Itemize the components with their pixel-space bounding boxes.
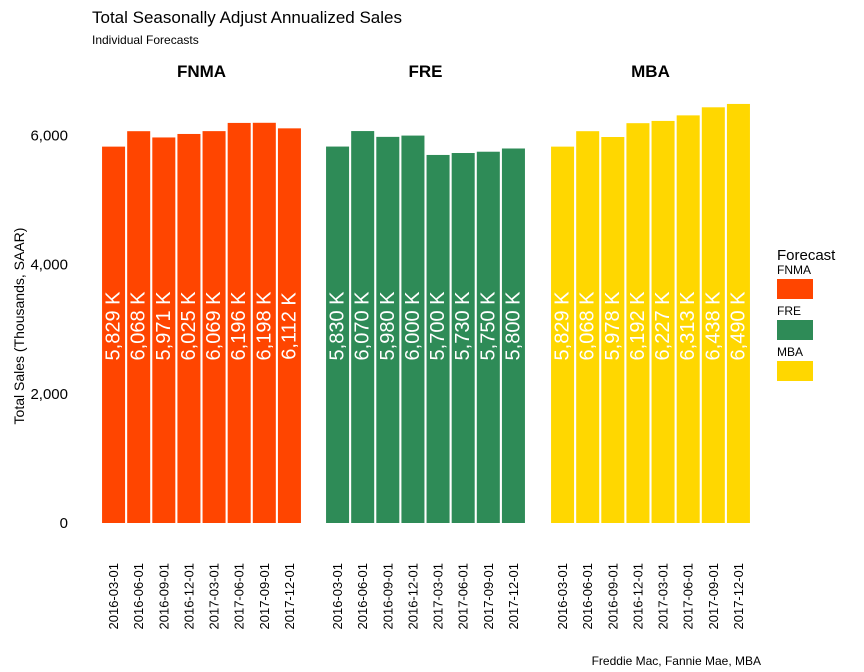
facet-title: FRE [409,62,443,81]
bar [601,137,625,523]
bar [152,137,176,524]
data-label: 5,730 K [452,291,474,361]
data-label: 5,978 K [602,291,624,361]
x-tick-label: 2017-06-01 [456,563,471,630]
legend-label: FNMA [777,263,811,277]
x-tick-label: 2016-03-01 [106,563,121,630]
x-tick-label: 2016-03-01 [330,563,345,630]
x-tick-label: 2016-06-01 [580,563,595,630]
legend-swatch [777,279,813,299]
x-tick-label: 2017-09-01 [706,563,721,630]
x-tick-label: 2016-12-01 [630,563,645,630]
data-label: 5,980 K [377,291,399,361]
bar [102,146,126,524]
x-tick-label: 2016-06-01 [355,563,370,630]
data-label: 6,227 K [652,291,674,361]
x-tick-label: 2017-12-01 [506,563,521,630]
bar [351,131,375,523]
bar [451,153,475,523]
data-label: 5,800 K [502,291,524,361]
x-tick-label: 2017-12-01 [731,563,746,630]
facet-title: FNMA [177,62,226,81]
bar [127,131,151,523]
x-tick-label: 2017-03-01 [656,563,671,630]
data-label: 6,198 K [253,291,275,361]
data-label: 5,830 K [327,291,349,361]
bar [551,146,575,524]
data-label: 6,069 K [203,291,225,361]
facet-panel-fre: FRE 5,830 K 2016-03-01 6,070 K 2016-06-01 5,9… [326,62,525,630]
x-tick-label: 2017-03-01 [207,563,222,630]
bar [626,123,650,523]
data-label: 6,196 K [228,291,250,361]
bar [401,135,425,523]
bar [177,133,201,523]
x-tick-label: 2017-06-01 [681,563,696,630]
x-tick-label: 2016-06-01 [131,563,146,630]
data-label: 6,000 K [402,291,424,361]
bar [576,131,600,523]
x-tick-label: 2016-03-01 [555,563,570,630]
data-label: 5,829 K [552,291,574,361]
y-tick-label: 6,000 [30,128,68,145]
x-tick-label: 2016-09-01 [156,563,171,630]
data-label: 6,490 K [727,291,749,361]
bar [376,136,400,523]
legend-label: MBA [777,345,803,359]
x-tick-label: 2016-12-01 [181,563,196,630]
bar [651,120,675,523]
x-tick-label: 2017-09-01 [257,563,272,630]
data-label: 5,750 K [477,291,499,361]
chart-subtitle: Individual Forecasts [92,33,199,47]
y-tick-label: 2,000 [30,386,68,403]
x-tick-label: 2016-12-01 [405,563,420,630]
bar [326,146,350,524]
facet-panel-fnma: FNMA 5,829 K 2016-03-01 6,068 K 2016-06-01 5,… [102,62,301,630]
legend: Forecast FNMA FRE MBA [777,247,836,381]
data-label: 6,313 K [677,291,699,361]
bar [202,131,226,523]
facet-panels: FNMA 5,829 K 2016-03-01 6,068 K 2016-06-01 5,… [102,62,750,630]
y-tick-label: 4,000 [30,257,68,274]
bar [227,122,251,523]
legend-label: FRE [777,304,801,318]
data-label: 6,068 K [128,291,150,361]
bar [501,148,525,523]
facet-title: MBA [631,62,670,81]
legend-swatch [777,320,813,340]
bar [476,151,500,523]
data-label: 5,971 K [153,291,175,361]
x-tick-label: 2017-12-01 [282,563,297,630]
x-tick-label: 2017-06-01 [232,563,247,630]
x-tick-label: 2016-09-01 [605,563,620,630]
data-label: 6,438 K [702,291,724,361]
chart-caption: Freddie Mac, Fannie Mae, MBA [592,654,761,668]
data-label: 6,068 K [577,291,599,361]
y-tick-label: 0 [60,515,68,532]
x-tick-label: 2017-09-01 [481,563,496,630]
data-label: 6,070 K [352,291,374,361]
data-label: 6,192 K [627,291,649,361]
legend-swatch [777,361,813,381]
bar [426,154,450,524]
x-tick-label: 2017-03-01 [431,563,446,630]
bar [277,128,301,524]
data-label: 6,112 K [278,292,300,360]
legend-title: Forecast [777,247,836,264]
y-axis: 0 2,000 4,000 6,000 [30,128,68,532]
bar [726,103,750,523]
x-tick-label: 2016-09-01 [380,563,395,630]
chart-title: Total Seasonally Adjust Annualized Sales [92,8,402,27]
data-label: 5,700 K [427,291,449,361]
y-axis-label: Total Sales (Thousands, SAAR) [11,228,27,425]
data-label: 5,829 K [103,291,125,361]
bar [676,115,700,523]
bar [701,107,725,523]
bar [252,122,276,524]
facet-panel-mba: MBA 5,829 K 2016-03-01 6,068 K 2016-06-01 5,9… [551,62,750,630]
data-label: 6,025 K [178,291,200,361]
